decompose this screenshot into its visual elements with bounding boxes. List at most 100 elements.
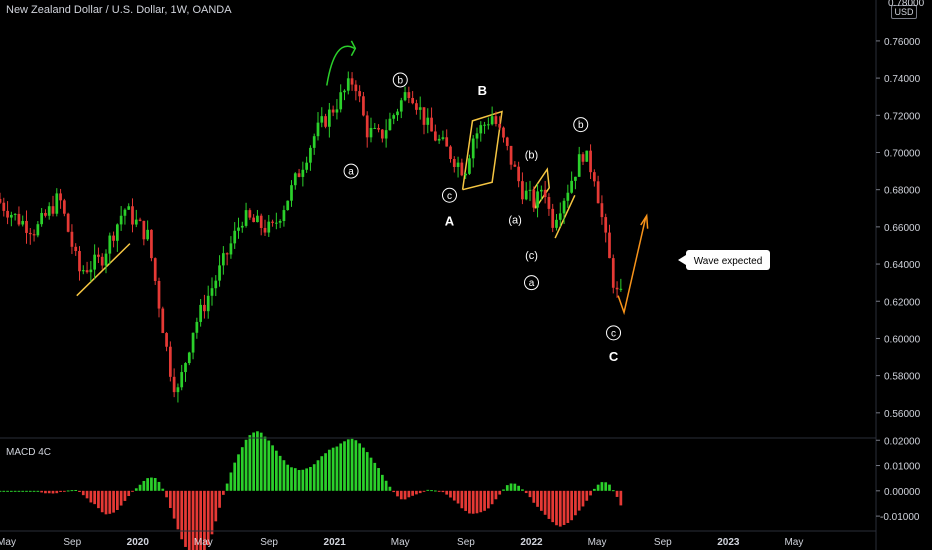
- wave-label-circle: [573, 117, 589, 133]
- candle: [214, 280, 218, 289]
- candle: [592, 172, 596, 182]
- macd-bar: [449, 490, 452, 498]
- macd-bar: [25, 490, 28, 492]
- macd-bar: [206, 490, 210, 546]
- candle: [134, 219, 138, 225]
- macd-bar: [301, 469, 305, 491]
- macd-bar: [399, 490, 403, 500]
- macd-bar: [218, 490, 221, 508]
- candle: [286, 200, 290, 211]
- candle: [9, 214, 13, 218]
- macd-bar: [502, 489, 505, 491]
- wave-label: A: [445, 213, 455, 228]
- macd-bar: [51, 490, 55, 494]
- candle: [558, 213, 562, 220]
- macd-bar: [297, 470, 301, 491]
- candle: [81, 270, 85, 272]
- macd-bar: [138, 484, 142, 491]
- candle: [259, 215, 263, 228]
- macd-bar: [373, 462, 377, 491]
- candle: [115, 224, 119, 241]
- macd-bar: [604, 482, 608, 491]
- macd-bar: [74, 489, 78, 491]
- candle: [142, 220, 146, 240]
- macd-bar: [115, 490, 119, 510]
- macd-bar: [543, 490, 547, 515]
- macd-bar: [55, 490, 59, 494]
- candle: [240, 225, 244, 228]
- candle: [78, 251, 81, 272]
- candle: [551, 208, 555, 228]
- macd-bar: [380, 474, 384, 491]
- macd-bar: [411, 490, 414, 496]
- x-tick-label: May: [391, 537, 410, 548]
- candle: [604, 217, 608, 233]
- macd-bar: [437, 490, 441, 492]
- candle: [377, 127, 380, 130]
- candle: [150, 229, 153, 259]
- candle: [180, 372, 184, 388]
- candle: [445, 137, 449, 147]
- macd-bar: [596, 484, 600, 491]
- candle: [422, 107, 426, 125]
- x-tick-label: May: [194, 537, 213, 548]
- green-arrow: [326, 45, 355, 86]
- candle: [62, 200, 66, 214]
- candle: [206, 295, 210, 312]
- wave-label: b: [578, 120, 584, 131]
- macd-bar: [619, 490, 623, 506]
- macd-bar: [608, 484, 611, 491]
- candle: [471, 138, 475, 159]
- candle: [146, 229, 150, 240]
- x-tick-label: Sep: [457, 537, 475, 548]
- macd-bar: [350, 438, 354, 491]
- candle: [104, 253, 108, 266]
- candle: [384, 130, 388, 139]
- candle: [165, 333, 168, 347]
- macd-bar: [524, 490, 528, 494]
- macd-bar: [528, 490, 532, 498]
- candle: [271, 221, 274, 223]
- candle: [388, 118, 392, 131]
- macd-bar: [452, 490, 456, 501]
- macd-bar: [267, 440, 271, 491]
- candle: [483, 124, 486, 126]
- macd-y-tick-label: 0.02000: [884, 436, 921, 447]
- macd-bar: [9, 490, 13, 492]
- macd-bar: [600, 482, 604, 491]
- macd-bar: [161, 488, 165, 491]
- macd-bar: [460, 490, 464, 509]
- candle: [490, 116, 494, 125]
- candle: [44, 212, 47, 216]
- macd-bar: [365, 452, 369, 491]
- candle: [611, 258, 615, 288]
- candle: [21, 220, 25, 225]
- candle: [543, 189, 547, 198]
- candle: [585, 150, 589, 162]
- macd-bar: [581, 490, 585, 507]
- candle: [437, 138, 441, 141]
- wave-label: (c): [525, 250, 538, 262]
- macd-bar: [176, 490, 180, 530]
- candle: [452, 159, 456, 167]
- macd-bar: [244, 439, 248, 491]
- candle: [157, 280, 161, 309]
- macd-bar: [577, 490, 581, 511]
- y-tick-label: 0.64000: [884, 260, 921, 271]
- candle: [263, 227, 267, 233]
- macd-bar: [570, 490, 573, 521]
- candle: [70, 231, 74, 247]
- macd-bar: [316, 460, 320, 491]
- macd-bar: [0, 490, 2, 492]
- candle: [199, 304, 203, 322]
- y-tick-label: 0.72000: [884, 111, 921, 122]
- candle: [218, 265, 221, 281]
- candle: [267, 221, 271, 233]
- candle: [433, 131, 437, 141]
- macd-bar: [430, 490, 433, 492]
- currency-badge[interactable]: USD: [891, 5, 917, 19]
- macd-bar: [547, 490, 551, 519]
